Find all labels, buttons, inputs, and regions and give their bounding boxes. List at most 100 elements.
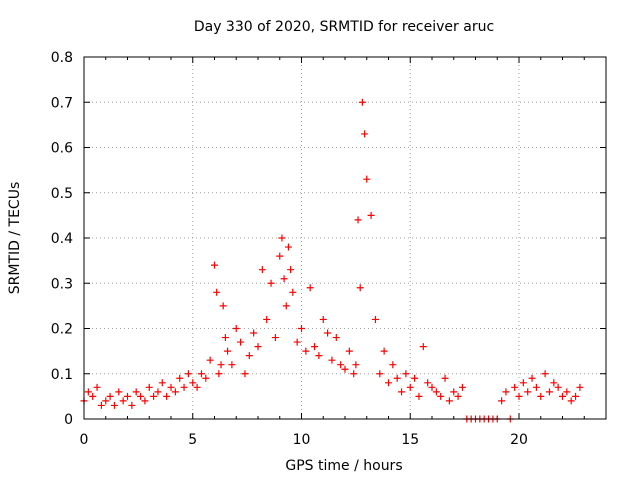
data-point <box>515 392 523 400</box>
data-point <box>254 343 262 351</box>
data-point <box>224 347 232 355</box>
data-point <box>276 252 284 260</box>
data-point <box>554 383 562 391</box>
x-tick-label: 0 <box>80 432 89 448</box>
data-point <box>385 379 392 387</box>
data-point <box>502 388 510 396</box>
data-point <box>345 347 353 355</box>
data-points <box>80 98 584 423</box>
data-point <box>358 98 366 106</box>
data-point <box>361 130 369 138</box>
data-point <box>415 392 423 400</box>
data-point <box>193 383 201 391</box>
data-point <box>287 266 295 274</box>
data-point <box>559 392 566 400</box>
data-point <box>424 379 432 387</box>
data-point <box>263 315 271 323</box>
data-point <box>380 347 388 355</box>
x-tick-label: 15 <box>401 432 419 448</box>
data-point <box>432 388 440 396</box>
y-tick-label: 0.2 <box>51 322 73 338</box>
data-point <box>241 370 249 378</box>
data-point <box>258 266 266 274</box>
data-point <box>563 388 571 396</box>
data-point <box>158 379 166 387</box>
data-point <box>541 370 549 378</box>
data-point <box>180 383 188 391</box>
data-point <box>402 370 410 378</box>
data-point <box>271 334 279 342</box>
data-point <box>237 338 245 346</box>
data-point <box>106 392 114 400</box>
x-axis-label: GPS time / hours <box>285 458 402 474</box>
data-point <box>137 392 145 400</box>
data-point <box>245 352 253 360</box>
data-point <box>437 392 445 400</box>
data-point <box>211 261 218 269</box>
data-point <box>393 374 401 382</box>
y-axis-label: SRMTID / TECUs <box>7 182 23 295</box>
y-tick-label: 0.5 <box>51 186 73 202</box>
data-point <box>532 383 540 391</box>
data-point <box>282 302 290 310</box>
data-point <box>341 365 349 373</box>
data-point <box>454 392 462 400</box>
data-point <box>406 383 414 391</box>
data-point <box>119 397 127 405</box>
data-point <box>519 379 527 387</box>
data-point <box>567 397 575 405</box>
data-point <box>572 392 580 400</box>
data-point <box>371 315 379 323</box>
data-point <box>367 211 375 219</box>
data-point <box>337 361 345 369</box>
data-point <box>219 302 227 310</box>
data-point <box>163 392 171 400</box>
data-point <box>411 374 419 382</box>
data-point <box>298 325 305 332</box>
data-point <box>528 374 536 382</box>
data-point <box>356 284 364 292</box>
y-tick-label: 0.1 <box>51 367 73 383</box>
plot-frame <box>83 56 607 420</box>
data-point <box>428 383 436 391</box>
chart-title: Day 330 of 2020, SRMTID for receiver aru… <box>194 19 494 35</box>
data-point <box>458 383 466 391</box>
data-point <box>289 288 297 296</box>
data-point <box>97 401 105 409</box>
data-point <box>132 388 140 396</box>
data-point <box>206 356 214 364</box>
data-point <box>250 329 258 337</box>
data-point <box>550 379 558 387</box>
data-point <box>324 329 332 337</box>
data-point <box>110 401 118 409</box>
data-point <box>306 284 314 292</box>
data-point <box>302 347 310 355</box>
data-point <box>184 370 192 378</box>
y-tick-label: 0 <box>64 412 73 428</box>
y-axis-ticks: 0 0.1 0.2 0.3 0.4 0.5 0.6 0.7 0.8 <box>51 50 606 428</box>
data-point <box>197 370 205 378</box>
data-point <box>89 392 97 400</box>
data-point <box>545 388 553 396</box>
data-point <box>524 388 532 396</box>
data-point <box>124 392 131 400</box>
data-point <box>189 379 197 387</box>
data-point <box>328 356 336 364</box>
data-point <box>213 288 221 296</box>
data-point <box>171 388 179 396</box>
data-point <box>354 216 362 224</box>
data-point <box>278 234 286 242</box>
data-point <box>419 343 427 351</box>
data-point <box>102 397 110 405</box>
data-point <box>389 361 397 369</box>
data-point <box>217 361 225 369</box>
data-point <box>319 315 327 323</box>
y-tick-label: 0.8 <box>51 50 73 66</box>
data-point <box>311 343 319 351</box>
data-point <box>228 361 236 369</box>
data-point <box>84 388 92 396</box>
data-point <box>445 397 453 405</box>
data-point <box>576 383 584 391</box>
y-tick-label: 0.6 <box>51 141 73 157</box>
data-point <box>352 361 360 369</box>
